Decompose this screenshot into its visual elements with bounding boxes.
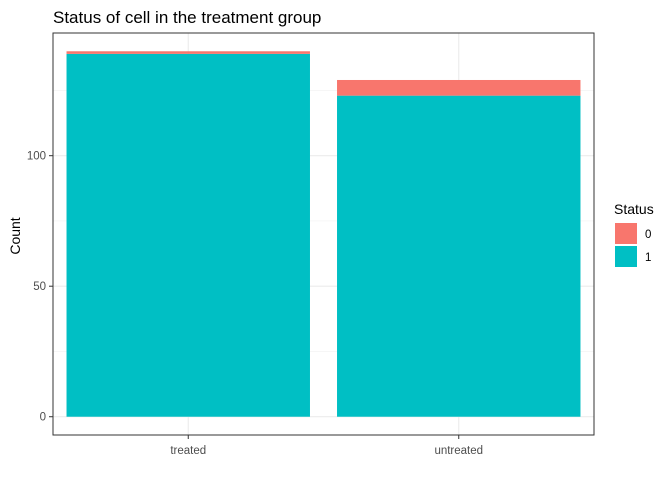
y-axis: 0 50 100 [27,151,53,424]
legend-title: Status [614,201,654,217]
legend-label: 0 [645,229,651,241]
y-tick-label: 100 [27,151,46,163]
bar-untreated-status-1 [337,95,581,417]
bar-untreated-status-0 [337,79,581,96]
chart-title: Status of cell in the treatment group [53,8,321,27]
y-tick-label: 0 [40,412,46,424]
bar-treated-status-0 [66,51,310,54]
legend-key-1 [615,246,637,267]
x-tick-label: treated [170,445,206,457]
legend-key-0 [615,223,637,244]
legend-label: 1 [645,252,651,264]
bars [66,51,581,417]
legend: Status 0 1 [614,201,654,267]
y-tick-label: 50 [33,281,46,293]
bar-treated-status-1 [66,53,310,417]
x-tick-label: untreated [434,445,483,457]
x-axis: treated untreated [170,435,483,457]
panel-border [52,32,595,436]
y-axis-title: Count [7,217,23,254]
